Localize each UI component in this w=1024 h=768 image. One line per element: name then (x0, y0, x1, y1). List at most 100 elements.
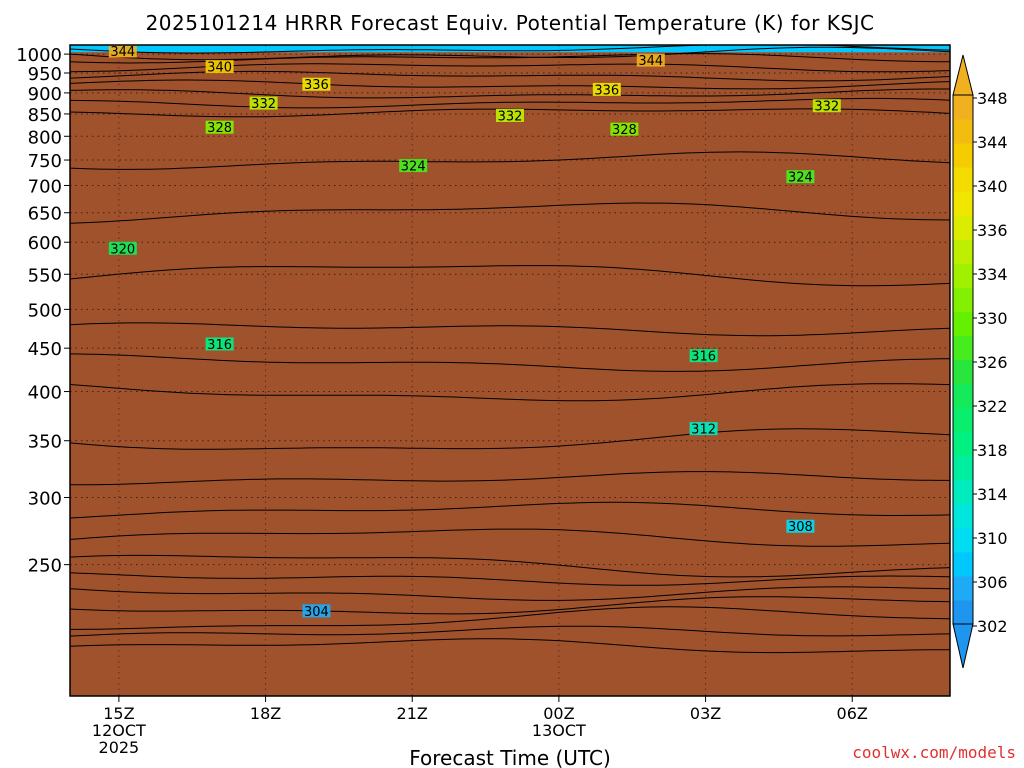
x-tick-label: 13OCT (532, 721, 586, 740)
contour-label: 304 (304, 605, 329, 620)
colorbar-label: 340 (977, 177, 1008, 196)
x-tick-label: 2025 (99, 738, 140, 757)
colorbar-label: 302 (977, 617, 1008, 636)
isoline-upper (70, 88, 950, 99)
isoline-upper (70, 79, 950, 90)
y-tick-label: 300 (28, 488, 62, 509)
y-tick-label: 400 (28, 383, 62, 404)
colorbar-label: 314 (977, 485, 1008, 504)
x-tick-label: 00Z (543, 704, 574, 723)
isoline-upper (70, 97, 950, 109)
colorbar-label: 330 (977, 309, 1008, 328)
isoline (70, 554, 950, 578)
x-tick-label: 03Z (690, 704, 721, 723)
isoline (70, 202, 950, 224)
isoline (70, 471, 950, 486)
plot-area: 344 340 336 332 328 344 336 332 328 332 324 324 320 3… (70, 45, 950, 696)
colorbar-swatch (953, 143, 973, 168)
y-tick-label: 350 (28, 432, 62, 453)
contour-label-bg (302, 604, 331, 618)
isoline (70, 428, 950, 450)
isoline (70, 596, 950, 615)
contour-label: 312 (691, 423, 716, 438)
isoline (70, 501, 950, 519)
contour-label-bg (108, 45, 137, 58)
colorbar-label: 334 (977, 265, 1008, 284)
colorbar-swatch (953, 263, 973, 288)
contour-label: 336 (304, 78, 329, 93)
contour-label-bg (636, 53, 665, 67)
contour-label: 340 (207, 61, 232, 76)
x-tick-label: 15Z (103, 704, 134, 723)
contour-label-bg (786, 519, 815, 533)
contour-labels: 344 340 336 332 328 344 336 332 328 332 324 324 320 3… (108, 45, 841, 620)
isoline (70, 265, 950, 287)
colorbar-label: 344 (977, 133, 1008, 152)
y-tick-label: 550 (28, 265, 62, 286)
colorbar-swatch (953, 407, 973, 433)
y-tick-label: 950 (28, 64, 62, 85)
y-tick-label: 850 (28, 105, 62, 126)
x-tick-label: 12OCT (92, 721, 146, 740)
colorbar-swatch (953, 215, 973, 240)
colorbar-swatch (953, 119, 973, 144)
colorbar-label: 322 (977, 397, 1008, 416)
colorbar-swatch (953, 95, 973, 120)
contour-label: 344 (110, 45, 135, 60)
y-tick-label: 900 (28, 84, 62, 105)
isoline (70, 322, 950, 337)
colorbar-label: 348 (977, 89, 1008, 108)
colorbar-swatch (953, 191, 973, 216)
colorbar-swatch (953, 239, 973, 264)
isoline (70, 606, 950, 630)
x-tick-label: 06Z (837, 704, 868, 723)
colorbar-swatch (953, 431, 973, 457)
contour-label-bg (399, 159, 428, 173)
contour-label: 344 (638, 54, 663, 69)
contour-label: 332 (814, 100, 839, 115)
colorbar-swatch (953, 575, 973, 601)
contour-label: 328 (612, 123, 637, 138)
y-tick-label: 750 (28, 151, 62, 172)
x-tick-label: 18Z (250, 704, 281, 723)
colorbar-label: 310 (977, 529, 1008, 548)
y-tick-label: 800 (28, 127, 62, 148)
colorbar-label: 336 (977, 221, 1008, 240)
contour-label: 324 (401, 160, 426, 175)
isoline-upper (70, 45, 950, 54)
colorbar-swatch (953, 335, 973, 360)
contour-label: 316 (691, 350, 716, 365)
contour-label-bg (108, 241, 137, 255)
isoline (70, 46, 950, 61)
y-tick-label: 500 (28, 300, 62, 321)
isoline (70, 572, 950, 586)
x-axis-title: Forecast Time (UTC) (409, 746, 611, 768)
y-tick-label: 600 (28, 233, 62, 254)
x-tick-label: 21Z (397, 704, 428, 723)
band-strip (70, 45, 950, 52)
contour-label-bg (205, 337, 234, 351)
contour-label-bg (592, 82, 621, 96)
isoline (70, 151, 950, 170)
contour-label-bg (610, 122, 639, 136)
colorbar-label: 306 (977, 573, 1008, 592)
contour-label-bg (786, 170, 815, 184)
y-tick-label: 450 (28, 339, 62, 360)
contour-label: 332 (498, 109, 523, 124)
isoline (70, 353, 950, 372)
colorbar-swatch (953, 479, 973, 505)
colorbar-swatch (953, 287, 973, 312)
colorbar-swatch (953, 311, 973, 336)
colorbar-label: 318 (977, 441, 1008, 460)
contour-label: 324 (788, 171, 813, 186)
grid-lines (70, 45, 950, 696)
colorbar-swatch (953, 551, 973, 577)
colorbar-swatch (953, 359, 973, 385)
isoline (70, 528, 950, 547)
y-tick-label: 650 (28, 204, 62, 225)
contour-label-bg (302, 77, 331, 91)
colorbar-swatch (953, 383, 973, 409)
colorbar-swatch (953, 599, 973, 625)
